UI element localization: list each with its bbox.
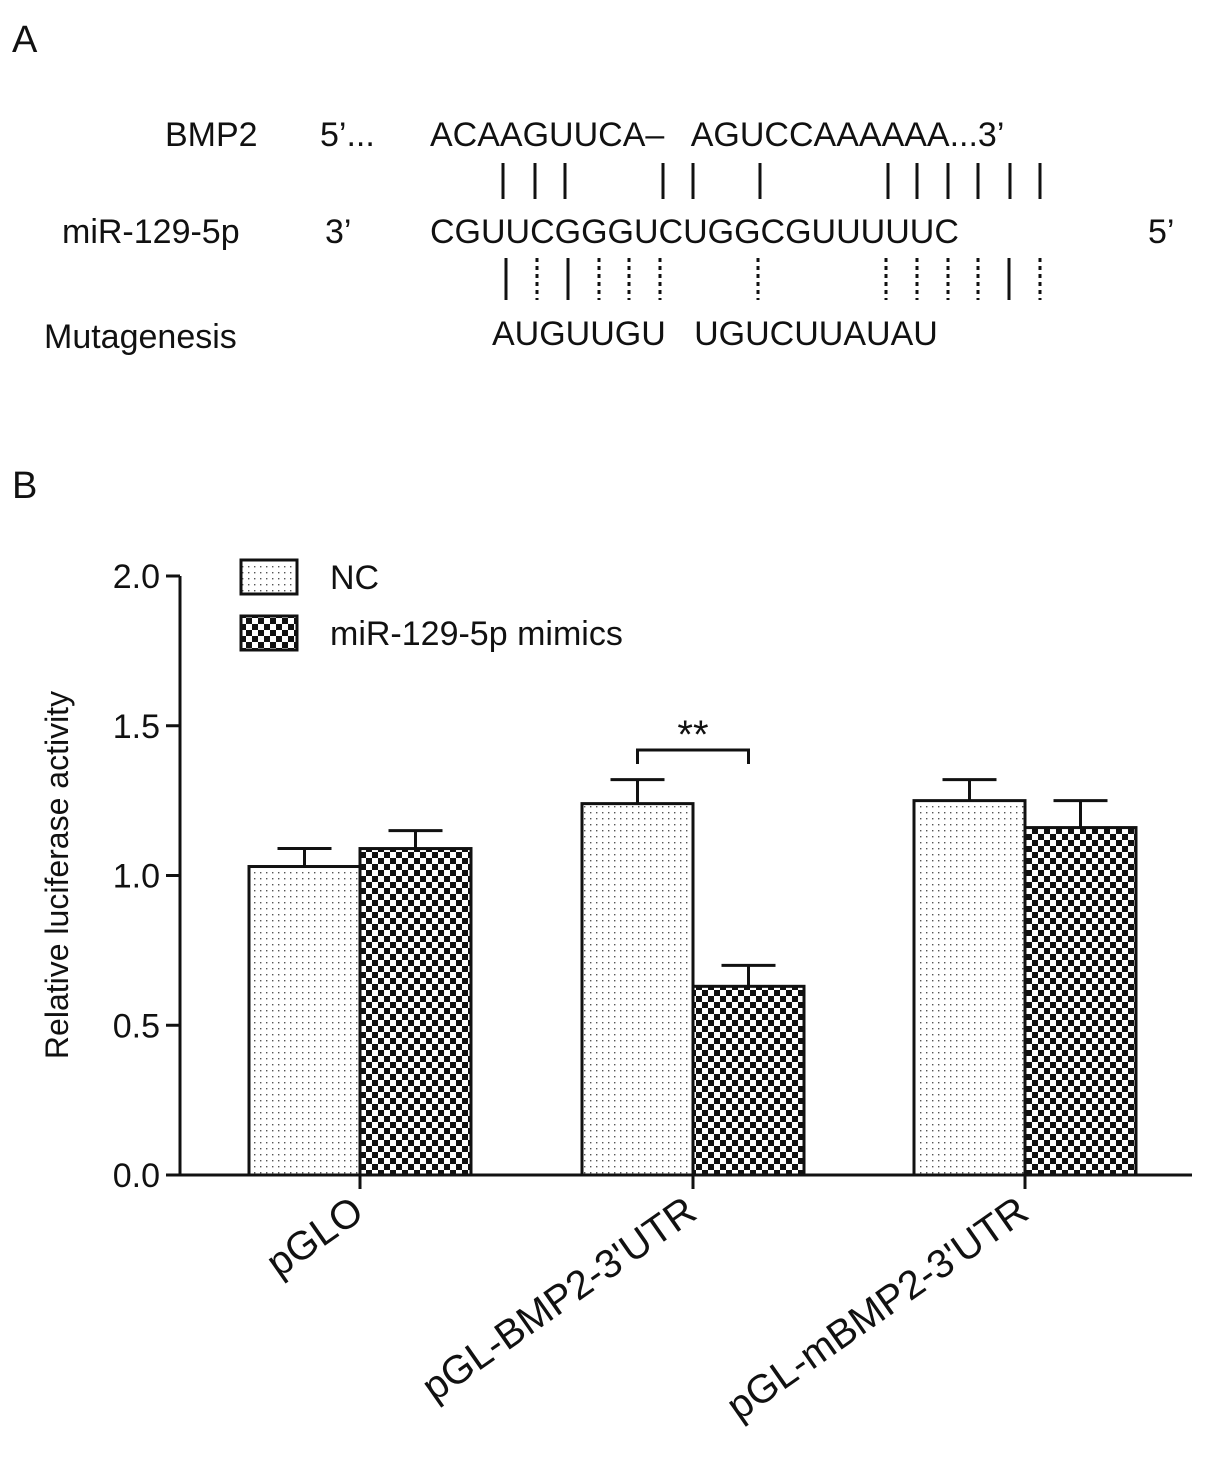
bar-checker (358, 847, 473, 1177)
x-category-label: pGLO (259, 1188, 372, 1285)
mir-left-end: 3’ (325, 213, 351, 251)
legend-label: NC (330, 559, 379, 597)
mir-sequence: CGUUCGGGUCUGGCGUUUUUC (430, 213, 959, 251)
bmp2-pairing-lines (501, 163, 1042, 199)
y-tick-label: 1.0 (113, 858, 160, 896)
mutagenesis-pairing-lines (504, 258, 1042, 300)
mir-row-name: miR-129-5p (62, 213, 240, 251)
x-category-label: pGL-mBMP2-3'UTR (719, 1188, 1036, 1429)
significance-label: ** (677, 713, 708, 757)
legend-label: miR-129-5p mimics (330, 615, 623, 653)
legend-swatch-checker (239, 614, 299, 652)
panel-b-label: B (12, 465, 37, 507)
bar-dots (580, 802, 695, 1177)
significance-bracket (636, 748, 750, 764)
bmp2-sequence: ACAAGUUCA– AGUCCAAAAAA...3’ (430, 116, 1004, 154)
panel-b: B Relative luciferase activity 0.0 0.5 1.0… (12, 465, 1192, 1429)
bmp2-left-end: 5’... (320, 116, 375, 154)
chart-plot-area: 0.0 0.5 1.0 1.5 2.0 pGLO pGL-BMP2-3'UTR pGL-mBM… (113, 558, 1192, 1429)
bar-checker (1023, 826, 1138, 1177)
mir-right-end: 5’ (1148, 213, 1174, 251)
bar-dots (912, 799, 1027, 1177)
bar-checker (691, 984, 806, 1177)
y-tick-label: 2.0 (113, 558, 160, 596)
bar-dots (247, 865, 362, 1177)
legend-swatch-dots (239, 558, 299, 596)
x-category-label: pGL-BMP2-3'UTR (414, 1188, 704, 1409)
bmp2-row-name: BMP2 (165, 116, 258, 154)
panel-a-label: A (12, 19, 38, 61)
y-tick-label: 1.5 (113, 708, 160, 746)
mutagenesis-sequence: AUGUUGU UGUCUUAUAU (492, 315, 938, 353)
y-tick-label: 0.5 (113, 1007, 160, 1045)
panel-a: A BMP2 5’... ACAAGUUCA– AGUCCAAAAAA...3’… (12, 19, 1174, 356)
y-tick-label: 0.0 (113, 1157, 160, 1195)
mutagenesis-row-name: Mutagenesis (44, 318, 237, 356)
y-axis-label: Relative luciferase activity (39, 691, 75, 1059)
